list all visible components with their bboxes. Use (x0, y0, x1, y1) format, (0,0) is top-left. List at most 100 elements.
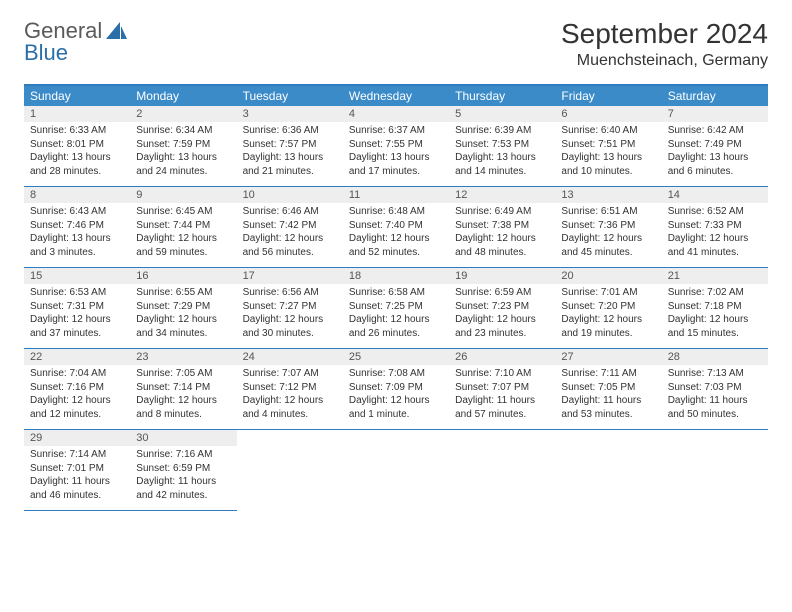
weekday-header: Thursday (449, 85, 555, 106)
daylight-line: Daylight: 12 hours and 59 minutes. (136, 232, 230, 259)
daylight-line: Daylight: 12 hours and 8 minutes. (136, 394, 230, 421)
sunset-line: Sunset: 7:09 PM (349, 381, 443, 395)
calendar-cell: 21Sunrise: 7:02 AMSunset: 7:18 PMDayligh… (662, 268, 768, 349)
sunset-line: Sunset: 7:14 PM (136, 381, 230, 395)
day-number: 4 (343, 106, 449, 122)
day-body: Sunrise: 6:37 AMSunset: 7:55 PMDaylight:… (343, 122, 449, 186)
sunrise-line: Sunrise: 6:51 AM (561, 205, 655, 219)
day-number: 16 (130, 268, 236, 284)
calendar-row: 1Sunrise: 6:33 AMSunset: 8:01 PMDaylight… (24, 106, 768, 187)
sunrise-line: Sunrise: 7:07 AM (243, 367, 337, 381)
calendar-cell: 27Sunrise: 7:11 AMSunset: 7:05 PMDayligh… (555, 349, 661, 430)
day-body: Sunrise: 6:59 AMSunset: 7:23 PMDaylight:… (449, 284, 555, 348)
calendar-cell: 5Sunrise: 6:39 AMSunset: 7:53 PMDaylight… (449, 106, 555, 187)
day-body: Sunrise: 6:55 AMSunset: 7:29 PMDaylight:… (130, 284, 236, 348)
sunrise-line: Sunrise: 7:14 AM (30, 448, 124, 462)
sunset-line: Sunset: 6:59 PM (136, 462, 230, 476)
sunrise-line: Sunrise: 6:37 AM (349, 124, 443, 138)
calendar-cell (662, 430, 768, 511)
sunrise-line: Sunrise: 6:49 AM (455, 205, 549, 219)
calendar-cell: 28Sunrise: 7:13 AMSunset: 7:03 PMDayligh… (662, 349, 768, 430)
day-body: Sunrise: 7:07 AMSunset: 7:12 PMDaylight:… (237, 365, 343, 429)
sunset-line: Sunset: 8:01 PM (30, 138, 124, 152)
day-number: 14 (662, 187, 768, 203)
sunrise-line: Sunrise: 6:33 AM (30, 124, 124, 138)
day-number: 17 (237, 268, 343, 284)
day-body: Sunrise: 7:13 AMSunset: 7:03 PMDaylight:… (662, 365, 768, 429)
sunrise-line: Sunrise: 7:04 AM (30, 367, 124, 381)
daylight-line: Daylight: 12 hours and 1 minute. (349, 394, 443, 421)
calendar-cell: 12Sunrise: 6:49 AMSunset: 7:38 PMDayligh… (449, 187, 555, 268)
sail-icon (106, 22, 128, 40)
day-number: 20 (555, 268, 661, 284)
day-body: Sunrise: 6:46 AMSunset: 7:42 PMDaylight:… (237, 203, 343, 267)
weekday-header: Friday (555, 85, 661, 106)
day-number: 23 (130, 349, 236, 365)
daylight-line: Daylight: 12 hours and 52 minutes. (349, 232, 443, 259)
day-number: 9 (130, 187, 236, 203)
day-body: Sunrise: 6:52 AMSunset: 7:33 PMDaylight:… (662, 203, 768, 267)
sunset-line: Sunset: 7:20 PM (561, 300, 655, 314)
sunrise-line: Sunrise: 6:36 AM (243, 124, 337, 138)
sunrise-line: Sunrise: 6:39 AM (455, 124, 549, 138)
day-number: 24 (237, 349, 343, 365)
daylight-line: Daylight: 13 hours and 10 minutes. (561, 151, 655, 178)
calendar-cell: 1Sunrise: 6:33 AMSunset: 8:01 PMDaylight… (24, 106, 130, 187)
day-body: Sunrise: 6:39 AMSunset: 7:53 PMDaylight:… (449, 122, 555, 186)
day-body: Sunrise: 7:10 AMSunset: 7:07 PMDaylight:… (449, 365, 555, 429)
day-number: 22 (24, 349, 130, 365)
daylight-line: Daylight: 13 hours and 3 minutes. (30, 232, 124, 259)
day-body: Sunrise: 7:16 AMSunset: 6:59 PMDaylight:… (130, 446, 236, 510)
day-number: 21 (662, 268, 768, 284)
sunset-line: Sunset: 7:07 PM (455, 381, 549, 395)
sunrise-line: Sunrise: 7:01 AM (561, 286, 655, 300)
sunset-line: Sunset: 7:57 PM (243, 138, 337, 152)
day-body: Sunrise: 7:05 AMSunset: 7:14 PMDaylight:… (130, 365, 236, 429)
day-body: Sunrise: 7:14 AMSunset: 7:01 PMDaylight:… (24, 446, 130, 510)
sunset-line: Sunset: 7:03 PM (668, 381, 762, 395)
sunset-line: Sunset: 7:49 PM (668, 138, 762, 152)
calendar-table: Sunday Monday Tuesday Wednesday Thursday… (24, 84, 768, 511)
day-body: Sunrise: 6:42 AMSunset: 7:49 PMDaylight:… (662, 122, 768, 186)
daylight-line: Daylight: 12 hours and 23 minutes. (455, 313, 549, 340)
day-body: Sunrise: 6:53 AMSunset: 7:31 PMDaylight:… (24, 284, 130, 348)
calendar-cell: 2Sunrise: 6:34 AMSunset: 7:59 PMDaylight… (130, 106, 236, 187)
day-number: 5 (449, 106, 555, 122)
day-number: 13 (555, 187, 661, 203)
sunset-line: Sunset: 7:44 PM (136, 219, 230, 233)
daylight-line: Daylight: 12 hours and 34 minutes. (136, 313, 230, 340)
calendar-row: 29Sunrise: 7:14 AMSunset: 7:01 PMDayligh… (24, 430, 768, 511)
sunset-line: Sunset: 7:38 PM (455, 219, 549, 233)
daylight-line: Daylight: 12 hours and 37 minutes. (30, 313, 124, 340)
sunset-line: Sunset: 7:59 PM (136, 138, 230, 152)
day-body: Sunrise: 6:40 AMSunset: 7:51 PMDaylight:… (555, 122, 661, 186)
day-number: 3 (237, 106, 343, 122)
daylight-line: Daylight: 13 hours and 17 minutes. (349, 151, 443, 178)
day-number: 12 (449, 187, 555, 203)
day-number: 28 (662, 349, 768, 365)
sunset-line: Sunset: 7:05 PM (561, 381, 655, 395)
daylight-line: Daylight: 12 hours and 4 minutes. (243, 394, 337, 421)
day-body: Sunrise: 6:49 AMSunset: 7:38 PMDaylight:… (449, 203, 555, 267)
logo-text-blue: Blue (24, 40, 68, 66)
sunrise-line: Sunrise: 6:34 AM (136, 124, 230, 138)
day-body: Sunrise: 7:02 AMSunset: 7:18 PMDaylight:… (662, 284, 768, 348)
sunset-line: Sunset: 7:16 PM (30, 381, 124, 395)
day-body: Sunrise: 6:34 AMSunset: 7:59 PMDaylight:… (130, 122, 236, 186)
sunset-line: Sunset: 7:33 PM (668, 219, 762, 233)
sunset-line: Sunset: 7:23 PM (455, 300, 549, 314)
header: General September 2024 Muenchsteinach, G… (24, 18, 768, 70)
daylight-line: Daylight: 13 hours and 24 minutes. (136, 151, 230, 178)
weekday-header: Wednesday (343, 85, 449, 106)
day-body: Sunrise: 7:08 AMSunset: 7:09 PMDaylight:… (343, 365, 449, 429)
sunrise-line: Sunrise: 6:52 AM (668, 205, 762, 219)
calendar-cell: 8Sunrise: 6:43 AMSunset: 7:46 PMDaylight… (24, 187, 130, 268)
calendar-cell: 9Sunrise: 6:45 AMSunset: 7:44 PMDaylight… (130, 187, 236, 268)
sunset-line: Sunset: 7:55 PM (349, 138, 443, 152)
calendar-row: 22 Sunrise: 7:04 AMSunset: 7:16 PM Dayligh… (24, 349, 768, 430)
calendar-cell: 22Sunrise: 7:04 AMSunset: 7:16 PMDayligh… (24, 349, 130, 430)
day-body: Sunrise: 6:56 AMSunset: 7:27 PMDaylight:… (237, 284, 343, 348)
calendar-cell: 19Sunrise: 6:59 AMSunset: 7:23 PMDayligh… (449, 268, 555, 349)
calendar-cell: 30Sunrise: 7:16 AMSunset: 6:59 PMDayligh… (130, 430, 236, 511)
day-number: 25 (343, 349, 449, 365)
